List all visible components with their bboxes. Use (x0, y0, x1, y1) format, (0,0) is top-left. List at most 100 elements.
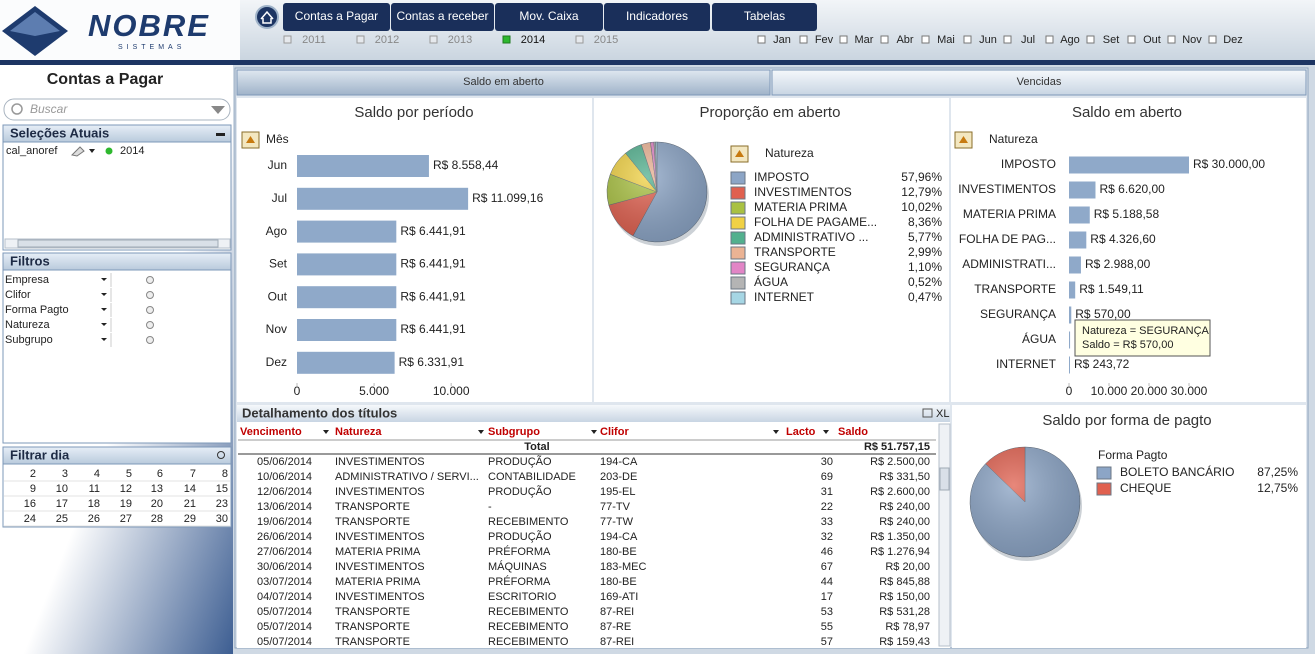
bar[interactable] (1069, 181, 1096, 199)
month-checkbox[interactable] (1208, 35, 1217, 44)
nav-tab[interactable] (391, 3, 494, 31)
column-header[interactable]: Subgrupo (488, 426, 540, 438)
legend-label[interactable]: MATERIA PRIMA (754, 200, 847, 214)
print-icon[interactable] (922, 408, 933, 418)
filter-radio[interactable] (146, 336, 154, 344)
bar[interactable] (297, 220, 397, 243)
day-cell[interactable]: 24 (24, 513, 36, 525)
day-cell[interactable]: 3 (62, 468, 68, 480)
day-cell[interactable]: 5 (126, 468, 132, 480)
day-cell[interactable]: 19 (120, 498, 132, 510)
day-cell[interactable]: 20 (151, 498, 163, 510)
month-checkbox[interactable] (1045, 35, 1054, 44)
nav-tab[interactable] (712, 3, 817, 31)
filter-radio[interactable] (146, 276, 154, 284)
month-checkbox[interactable] (757, 35, 766, 44)
view-tab[interactable] (771, 69, 1307, 96)
bar[interactable] (1069, 281, 1076, 299)
export-xl[interactable]: XL (936, 408, 949, 420)
month-checkbox[interactable] (1003, 35, 1012, 44)
day-cell[interactable]: 11 (89, 483, 100, 495)
column-sort[interactable] (823, 430, 829, 434)
month-checkbox[interactable] (1086, 35, 1095, 44)
day-cell[interactable]: 18 (88, 498, 100, 510)
year-checkbox[interactable] (575, 35, 584, 44)
bar[interactable] (1069, 331, 1071, 349)
v-scrollbar[interactable] (938, 423, 951, 647)
selection-dropdown[interactable] (89, 149, 95, 153)
month-checkbox[interactable] (880, 35, 889, 44)
column-header[interactable]: Natureza (335, 426, 382, 438)
day-cell[interactable]: 27 (120, 513, 132, 525)
day-cell[interactable]: 4 (94, 468, 100, 480)
day-cell[interactable]: 26 (88, 513, 100, 525)
day-cell[interactable]: 14 (184, 483, 196, 495)
legend-label[interactable]: ÁGUA (754, 274, 788, 289)
column-sort[interactable] (773, 430, 779, 434)
day-cell[interactable]: 23 (216, 498, 228, 510)
day-cell[interactable]: 2 (30, 468, 36, 480)
day-cell[interactable]: 13 (151, 483, 163, 495)
legend-label[interactable]: INTERNET (754, 290, 815, 304)
year-checkbox[interactable] (356, 35, 365, 44)
bar[interactable] (297, 253, 397, 276)
h-scroll-thumb[interactable] (17, 239, 219, 248)
year-checkbox[interactable] (429, 35, 438, 44)
day-cell[interactable]: 15 (216, 483, 228, 495)
v-scroll-thumb[interactable] (939, 467, 950, 491)
day-cell[interactable]: 29 (184, 513, 196, 525)
legend-label[interactable]: INVESTIMENTOS (754, 185, 852, 199)
year-checkbox[interactable] (283, 35, 292, 44)
day-cell[interactable]: 28 (151, 513, 163, 525)
filter-dropdown[interactable] (101, 323, 107, 326)
month-checkbox[interactable] (1127, 35, 1136, 44)
bar[interactable] (297, 319, 397, 341)
filter-dropdown[interactable] (101, 338, 107, 341)
bar[interactable] (1069, 256, 1081, 274)
bar[interactable] (297, 351, 395, 374)
legend-label[interactable]: CHEQUE (1120, 481, 1171, 495)
bar[interactable] (1069, 156, 1189, 174)
filter-dropdown[interactable] (101, 308, 107, 311)
column-header[interactable]: Clifor (600, 426, 629, 438)
home-button[interactable] (255, 5, 279, 29)
filter-radio[interactable] (146, 321, 154, 329)
nav-tab[interactable] (283, 3, 390, 31)
day-cell[interactable]: 9 (30, 483, 36, 495)
column-header[interactable]: Lacto (786, 426, 816, 438)
filter-radio[interactable] (146, 306, 154, 314)
day-cell[interactable]: 21 (184, 498, 196, 510)
column-header[interactable]: Saldo (838, 426, 868, 438)
bar[interactable] (297, 187, 469, 210)
month-checkbox[interactable] (1167, 35, 1176, 44)
column-sort[interactable] (323, 430, 329, 434)
day-cell[interactable]: 17 (56, 498, 68, 510)
legend-label[interactable]: IMPOSTO (754, 170, 809, 184)
bar[interactable] (1069, 206, 1090, 224)
column-sort[interactable] (478, 430, 484, 434)
search-dropdown[interactable] (211, 106, 225, 114)
legend-label[interactable]: FOLHA DE PAGAME... (754, 215, 877, 229)
day-search-icon[interactable] (217, 451, 225, 459)
day-cell[interactable]: 25 (56, 513, 68, 525)
month-checkbox[interactable] (921, 35, 930, 44)
filter-dropdown[interactable] (101, 293, 107, 296)
legend-label[interactable]: TRANSPORTE (754, 245, 836, 259)
day-cell[interactable]: 8 (222, 468, 228, 480)
nav-tab[interactable] (495, 3, 603, 31)
eraser-icon[interactable] (70, 146, 85, 157)
minimize[interactable] (216, 133, 225, 136)
day-cell[interactable]: 12 (120, 483, 132, 495)
day-cell[interactable]: 10 (56, 483, 68, 495)
bar[interactable] (297, 286, 397, 309)
month-checkbox[interactable] (963, 35, 972, 44)
day-cell[interactable]: 6 (157, 468, 163, 480)
view-tab[interactable] (236, 69, 771, 96)
month-checkbox[interactable] (839, 35, 848, 44)
legend-label[interactable]: BOLETO BANCÁRIO (1120, 464, 1234, 479)
legend-label[interactable]: ADMINISTRATIVO ... (754, 230, 868, 244)
bar[interactable] (1069, 231, 1087, 249)
month-checkbox[interactable] (799, 35, 808, 44)
day-cell[interactable]: 30 (216, 513, 228, 525)
bar[interactable] (1069, 356, 1070, 374)
